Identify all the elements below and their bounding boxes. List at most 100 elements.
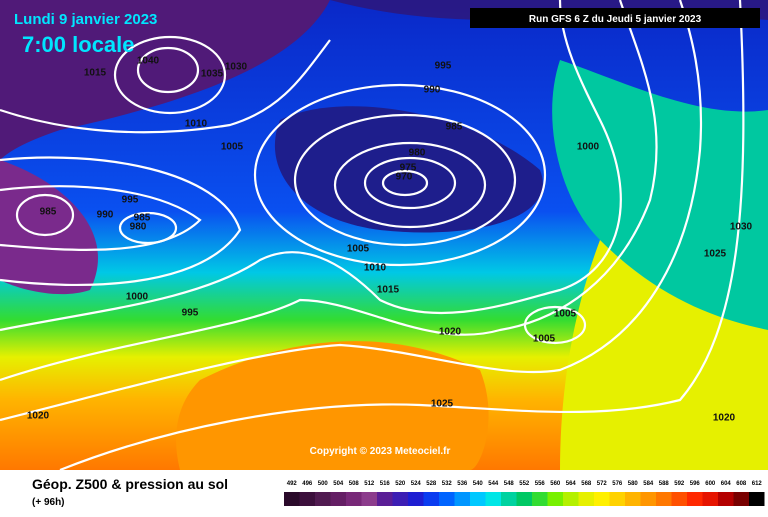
scale-swatch <box>361 492 377 506</box>
footer-title: Géop. Z500 & pression au sol <box>32 476 228 492</box>
isobar-label: 1025 <box>704 249 727 260</box>
isobar <box>15 193 75 237</box>
isobar-label: 995 <box>182 308 199 319</box>
scale-label: 512 <box>364 481 375 487</box>
isobar-label: 985 <box>134 213 151 224</box>
isobar <box>0 0 657 380</box>
scale-label: 584 <box>643 481 654 487</box>
isobar <box>136 46 200 94</box>
scale-label: 592 <box>674 481 685 487</box>
scale-swatch <box>671 492 687 506</box>
isobar-label: 1005 <box>221 142 244 153</box>
scale-swatch <box>501 492 517 506</box>
scale-label: 576 <box>612 481 623 487</box>
scale-swatch <box>718 492 734 506</box>
isobar-labels: 1015104010351030101010059959909859809759… <box>27 56 753 424</box>
scale-swatch <box>346 492 362 506</box>
scale-swatch <box>640 492 656 506</box>
isobar-label: 1005 <box>533 334 556 345</box>
isobars <box>0 0 743 470</box>
isobar-label: 1035 <box>201 69 224 80</box>
run-box <box>470 8 760 28</box>
scale-swatch <box>330 492 346 506</box>
scale-label: 612 <box>752 481 763 487</box>
isobar-label: 1025 <box>431 399 454 410</box>
scale-label: 600 <box>705 481 716 487</box>
scale-swatch <box>702 492 718 506</box>
scale-label: 548 <box>504 481 515 487</box>
isobar-label: 1020 <box>439 327 462 338</box>
scale-label: 560 <box>550 481 561 487</box>
isobar <box>523 305 587 345</box>
scale-swatch <box>749 492 765 506</box>
isobar-label: 995 <box>122 195 139 206</box>
scale-swatch <box>392 492 408 506</box>
isobar <box>0 39 331 134</box>
scale-swatch <box>516 492 532 506</box>
scale-label: 540 <box>473 481 484 487</box>
isobar <box>0 0 701 420</box>
isobar-label: 985 <box>40 207 57 218</box>
isobar-label: 1030 <box>225 62 248 73</box>
scale-swatch <box>284 492 300 506</box>
isobar-label: 1015 <box>84 68 107 79</box>
isobar-label: 1030 <box>730 222 753 233</box>
scale-label: 544 <box>488 481 499 487</box>
isobar-label: 980 <box>409 148 426 159</box>
scale-label: 516 <box>380 481 391 487</box>
forecast-date: Lundi 9 janvier 2023 <box>14 11 157 28</box>
scale-label: 504 <box>333 481 344 487</box>
isobar-label: 1000 <box>577 142 600 153</box>
isobar-label: 995 <box>435 61 452 72</box>
isobar <box>333 141 487 229</box>
isobar-label: 975 <box>400 163 417 174</box>
isobar-label: 1020 <box>27 411 50 422</box>
scale-swatch <box>377 492 393 506</box>
scale-swatch <box>594 492 610 506</box>
scale-label: 532 <box>442 481 453 487</box>
scale-swatch <box>454 492 470 506</box>
trough <box>274 106 543 233</box>
isobar-label: 1040 <box>137 56 160 67</box>
scale-swatch <box>563 492 579 506</box>
low-z500 <box>0 0 330 160</box>
scale-swatch <box>408 492 424 506</box>
scale-label: 580 <box>628 481 639 487</box>
isobar <box>293 113 517 247</box>
isobar <box>253 83 547 267</box>
scale-swatch <box>687 492 703 506</box>
isobar <box>113 35 227 115</box>
scale-label: 604 <box>721 481 732 487</box>
isobar-label: 1005 <box>347 244 370 255</box>
scale-swatch <box>625 492 641 506</box>
run-info: Run GFS 6 Z du Jeudi 5 janvier 2023 <box>529 14 702 25</box>
scale-label: 572 <box>597 481 608 487</box>
scale-label: 588 <box>659 481 670 487</box>
isobar <box>0 0 621 330</box>
scale-label: 508 <box>349 481 360 487</box>
warm-area <box>176 341 489 470</box>
scale-swatch <box>470 492 486 506</box>
forecast-lead: (+ 96h) <box>32 497 65 508</box>
isobar-label: 1015 <box>377 285 400 296</box>
forecast-time: 7:00 locale <box>22 32 135 57</box>
isobar-label: 1020 <box>713 413 736 424</box>
ridge <box>552 60 768 330</box>
isobar <box>118 211 178 245</box>
isobar <box>0 156 242 287</box>
isobar-label: 985 <box>446 122 463 133</box>
scale-label: 496 <box>302 481 313 487</box>
scale-label: 536 <box>457 481 468 487</box>
isobar-label: 990 <box>97 210 114 221</box>
isobar <box>59 0 745 472</box>
isobar-label: 1010 <box>364 263 387 274</box>
scale-swatch <box>656 492 672 506</box>
scale-swatch <box>439 492 455 506</box>
scale-swatch <box>547 492 563 506</box>
scale-swatch <box>299 492 315 506</box>
isobar-label: 970 <box>396 172 413 183</box>
scale-swatch <box>485 492 501 506</box>
isobar-label: 1010 <box>185 119 208 130</box>
isobar <box>381 169 429 197</box>
